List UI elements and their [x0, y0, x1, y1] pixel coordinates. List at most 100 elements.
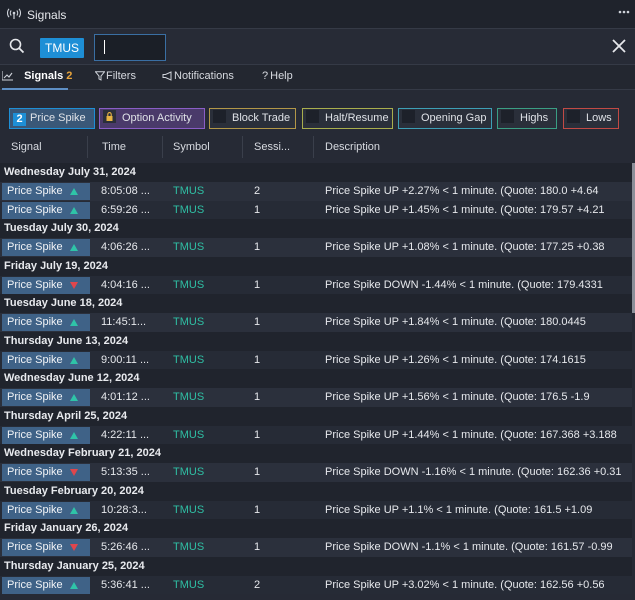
- filter-icon: [94, 71, 106, 81]
- column-header-symbol[interactable]: Symbol: [162, 136, 243, 158]
- symbol-cell[interactable]: TMUS: [173, 203, 205, 216]
- filter-highs[interactable]: Highs: [497, 108, 557, 129]
- search-icon[interactable]: [9, 38, 25, 54]
- symbol-cell[interactable]: TMUS: [173, 391, 205, 403]
- symbol-cell[interactable]: TMUS: [173, 541, 205, 553]
- description-cell: Price Spike UP +1.84% < 1 minute. (Quote…: [325, 316, 586, 328]
- time-cell: 4:04:16 ...: [101, 278, 150, 291]
- table-row[interactable]: Price Spike 5:26:46 ... TMUS 1 Price Spike D…: [0, 538, 632, 557]
- signal-type-cell[interactable]: Price Spike: [2, 201, 90, 219]
- arrow-up-icon: [70, 206, 78, 214]
- filter-checkbox: [567, 110, 580, 123]
- description-cell: Price Spike DOWN -1.1% < 1 minute. (Quot…: [325, 541, 613, 553]
- table-header: Signal Time Symbol Sessi... Description: [0, 136, 635, 158]
- symbol-chip[interactable]: TMUS: [40, 38, 84, 58]
- session-cell: 1: [254, 503, 261, 516]
- tab-signals[interactable]: Signals 2: [1, 65, 72, 90]
- signal-type-cell[interactable]: Price Spike: [2, 464, 90, 481]
- table-row[interactable]: Price Spike 9:00:11 ... TMUS 1 Price Spike U…: [0, 350, 632, 370]
- signal-type-label: Price Spike: [7, 241, 63, 253]
- description-cell: Price Spike UP +1.56% < 1 minute. (Quote…: [325, 391, 590, 403]
- time-cell: 5:26:46 ...: [101, 541, 150, 553]
- arrow-up-icon: [70, 356, 78, 364]
- signal-type-cell[interactable]: Price Spike: [2, 501, 90, 519]
- filter-price-spike[interactable]: 2 Price Spike: [9, 108, 95, 129]
- signal-type-cell[interactable]: Price Spike: [2, 182, 90, 200]
- signal-type-cell[interactable]: Price Spike: [2, 314, 90, 331]
- time-cell: 4:06:26 ...: [101, 241, 150, 253]
- signals-count-badge: 2: [66, 70, 73, 82]
- symbol-search-input[interactable]: [94, 34, 166, 61]
- column-header-signal[interactable]: Signal: [0, 136, 88, 158]
- session-cell: 1: [254, 203, 261, 216]
- tab-notifications-label: Notifications: [174, 70, 234, 82]
- signal-type-cell[interactable]: Price Spike: [2, 239, 90, 256]
- signal-type-label: Price Spike: [7, 503, 63, 516]
- filter-checkbox: [402, 110, 415, 123]
- symbol-cell[interactable]: TMUS: [173, 184, 205, 197]
- filter-label: Opening Gap: [421, 112, 487, 124]
- column-header-time[interactable]: Time: [91, 136, 163, 158]
- signal-type-cell[interactable]: Price Spike: [2, 576, 90, 594]
- signal-type-label: Price Spike: [7, 316, 63, 328]
- filter-checkbox: [306, 110, 319, 123]
- signal-type-label: Price Spike: [7, 466, 63, 478]
- signal-type-cell[interactable]: Price Spike: [2, 426, 90, 444]
- symbol-cell[interactable]: TMUS: [173, 316, 205, 328]
- filter-block-trade[interactable]: Block Trade: [209, 108, 296, 129]
- tab-notifications[interactable]: Notifications: [162, 65, 234, 90]
- symbol-cell[interactable]: TMUS: [173, 353, 205, 366]
- signal-type-cell[interactable]: Price Spike: [2, 351, 90, 369]
- close-icon[interactable]: [611, 38, 627, 54]
- time-cell: 9:00:11 ...: [101, 353, 150, 366]
- symbol-cell[interactable]: TMUS: [173, 241, 205, 253]
- table-row[interactable]: Price Spike 8:05:08 ... TMUS 2 Price Spike U…: [0, 181, 632, 201]
- tab-bar: Signals 2 Filters Notifications ? Help: [0, 65, 635, 90]
- signal-type-label: Price Spike: [7, 428, 63, 441]
- time-cell: 10:28:3...: [101, 503, 147, 516]
- date-group-header: Thursday April 25, 2024: [0, 406, 632, 426]
- filter-lows[interactable]: Lows: [563, 108, 619, 129]
- date-group-header: Tuesday June 18, 2024: [0, 294, 632, 313]
- tab-filters[interactable]: Filters: [94, 65, 136, 90]
- table-row[interactable]: Price Spike 5:36:41 ... TMUS 2 Price Spike U…: [0, 575, 632, 595]
- symbol-cell[interactable]: TMUS: [173, 578, 205, 591]
- symbol-cell[interactable]: TMUS: [173, 278, 205, 291]
- arrow-up-icon: [70, 431, 78, 439]
- description-cell: Price Spike UP +3.02% < 1 minute. (Quote…: [325, 578, 605, 591]
- description-cell: Price Spike UP +2.27% < 1 minute. (Quote…: [325, 184, 599, 197]
- table-row[interactable]: Price Spike 4:06:26 ... TMUS 1 Price Spike U…: [0, 238, 632, 257]
- description-cell: Price Spike UP +1.26% < 1 minute. (Quote…: [325, 353, 586, 366]
- vertical-scrollbar[interactable]: [632, 163, 635, 313]
- table-row[interactable]: Price Spike 6:59:26 ... TMUS 1 Price Spike U…: [0, 200, 632, 220]
- help-icon: ?: [262, 70, 269, 82]
- window-title: Signals: [27, 8, 67, 22]
- filter-label: Highs: [520, 112, 549, 124]
- table-row[interactable]: Price Spike 4:22:11 ... TMUS 1 Price Spike U…: [0, 425, 632, 445]
- table-row[interactable]: Price Spike 4:04:16 ... TMUS 1 Price Spike D…: [0, 275, 632, 295]
- signal-type-cell[interactable]: Price Spike: [2, 539, 90, 556]
- table-row[interactable]: Price Spike 5:13:35 ... TMUS 1 Price Spike D…: [0, 463, 632, 482]
- text-cursor: [104, 40, 105, 54]
- date-group-header: Tuesday July 30, 2024: [0, 219, 632, 238]
- signal-type-cell[interactable]: Price Spike: [2, 276, 90, 294]
- symbol-cell[interactable]: TMUS: [173, 428, 205, 441]
- filter-halt-resume[interactable]: Halt/Resume: [302, 108, 393, 129]
- symbol-cell[interactable]: TMUS: [173, 466, 205, 478]
- column-header-session[interactable]: Sessi...: [243, 136, 314, 158]
- signal-type-cell[interactable]: Price Spike: [2, 389, 90, 406]
- filter-opening-gap[interactable]: Opening Gap: [398, 108, 492, 129]
- table-row[interactable]: Price Spike 10:28:3... TMUS 1 Price Spike UP…: [0, 500, 632, 520]
- column-header-description[interactable]: Description: [325, 141, 381, 153]
- symbol-cell[interactable]: TMUS: [173, 503, 205, 516]
- filter-option-activity[interactable]: Option Activity: [99, 108, 205, 129]
- tab-help-label: Help: [270, 70, 293, 82]
- tab-help[interactable]: ? Help: [262, 65, 293, 90]
- filter-count-badge: 2: [13, 113, 26, 126]
- session-cell: 1: [254, 316, 261, 328]
- date-group-header: Wednesday February 21, 2024: [0, 444, 632, 463]
- broadcast-icon: [7, 8, 21, 19]
- more-options-icon[interactable]: [617, 4, 631, 22]
- table-row[interactable]: Price Spike 11:45:1... TMUS 1 Price Spike UP…: [0, 313, 632, 332]
- table-row[interactable]: Price Spike 4:01:12 ... TMUS 1 Price Spike U…: [0, 388, 632, 407]
